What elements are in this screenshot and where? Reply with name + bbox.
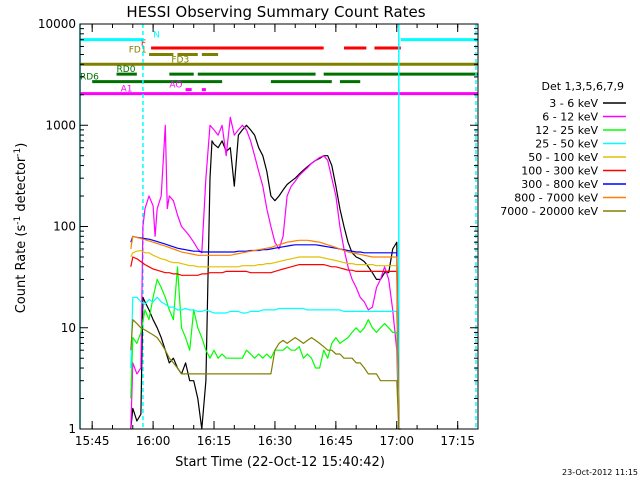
series-line-12-25-kev [130, 266, 400, 430]
legend-title: Det 1,3,5,6,7,9 [541, 80, 624, 93]
x-tick-label-16-15: 16:15 [197, 434, 232, 448]
y-tick-label-1000: 1000 [45, 118, 76, 132]
y-tick-label-1: 1 [68, 422, 76, 436]
y-tick-label-100: 100 [53, 220, 76, 234]
flag-label-ao: AO [169, 81, 182, 91]
x-tick-label-15-45: 15:45 [75, 434, 110, 448]
series-line-300-800-kev [130, 235, 400, 430]
legend-label-800-7000-kev: 800 - 7000 keV [514, 192, 598, 205]
chart-title: HESSI Observing Summary Count Rates [126, 3, 425, 21]
y-axis-label-sup1: -1 [13, 216, 23, 225]
series-line-100-300-kev [130, 256, 400, 430]
y-axis-ticks: 1 10 100 1000 10000 [38, 17, 478, 436]
flag-label-rd0: RD0 [117, 65, 136, 75]
flag-label-a1: A1 [121, 85, 133, 95]
data-series [130, 116, 401, 430]
flag-label-fd1: FD1 [129, 45, 147, 55]
legend-label-25-50-kev: 25 - 50 keV [535, 138, 598, 151]
x-tick-label-16-00: 16:00 [136, 434, 171, 448]
generation-timestamp: 23-Oct-2012 11:15 [562, 468, 638, 477]
y-axis-label-mid: detector [14, 156, 29, 216]
vertical-lines [79, 24, 477, 429]
legend-label-50-100-kev: 50 - 100 keV [528, 151, 598, 164]
y-tick-label-10000: 10000 [38, 17, 76, 31]
series-line-25-50-kev [130, 296, 400, 430]
flag-label-rd6: RD6 [80, 73, 99, 83]
x-tick-label-17-15: 17:15 [440, 434, 475, 448]
flag-label-fd3: FD3 [171, 55, 189, 65]
x-axis-ticks: 15:45 16:00 16:15 16:30 16:45 17:00 17:15 [75, 24, 479, 448]
x-tick-label-16-45: 16:45 [319, 434, 354, 448]
y-axis-label-end: ) [14, 143, 29, 148]
legend-label-6-12-kev: 6 - 12 keV [542, 111, 598, 124]
series-line-800-7000-kev [130, 235, 400, 430]
series-line-3-6-kev [130, 124, 401, 430]
series-line-6-12-kev [130, 116, 400, 430]
series-line-7000-20000-kev [130, 319, 400, 430]
y-axis-label-sup2: -1 [13, 148, 23, 157]
x-tick-label-17-00: 17:00 [379, 434, 414, 448]
y-axis-label-main: Count Rate (s [14, 225, 29, 314]
flag-label-f: F [141, 39, 146, 49]
legend-label-7000-20000-kev: 7000 - 20000 keV [500, 205, 598, 218]
legend-label-3-6-kev: 3 - 6 keV [549, 97, 598, 110]
x-tick-label-16-30: 16:30 [258, 434, 293, 448]
y-tick-label-10: 10 [61, 321, 76, 335]
legend-label-300-800-kev: 300 - 800 keV [521, 178, 598, 191]
y-axis-label: Count Rate (s-1 detector-1) [13, 143, 29, 314]
flag-label-n: N [153, 31, 160, 41]
series-line-50-100-kev [130, 249, 400, 430]
x-axis-label: Start Time (22-Oct-12 15:40:42) [175, 455, 385, 470]
legend-label-100-300-kev: 100 - 300 keV [521, 165, 598, 178]
plot-frame [79, 23, 479, 430]
legend-label-12-25-kev: 12 - 25 keV [535, 124, 598, 137]
